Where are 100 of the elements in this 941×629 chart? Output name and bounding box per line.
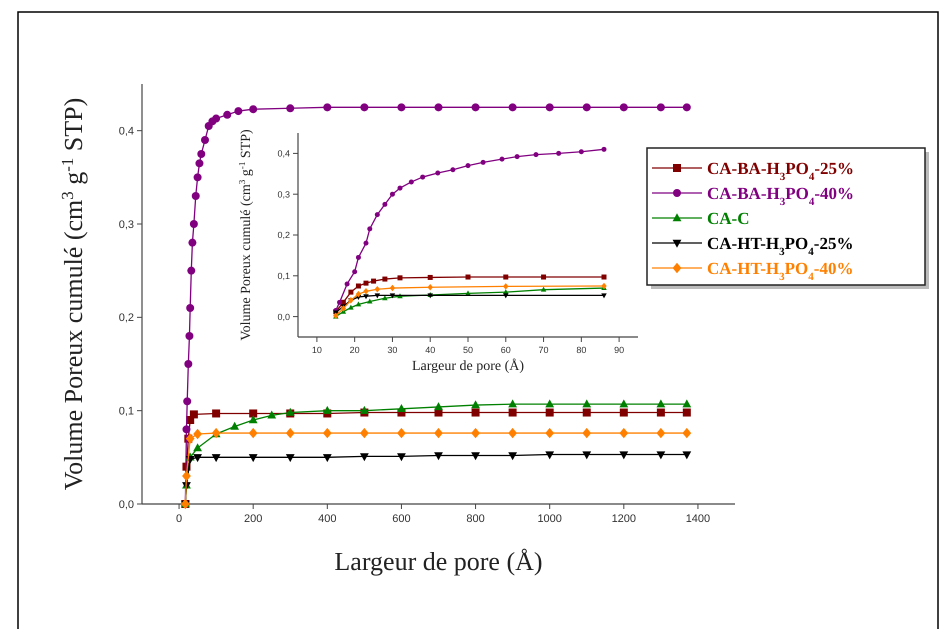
point (582, 428, 592, 438)
point (466, 274, 470, 280)
point (186, 304, 194, 312)
point (534, 152, 538, 158)
point (322, 454, 332, 462)
point (194, 173, 202, 182)
point (390, 293, 396, 298)
point (188, 238, 196, 247)
point (656, 103, 665, 112)
point (234, 107, 242, 116)
point (656, 451, 666, 460)
x-tick-label: 1200 (612, 513, 636, 525)
point (374, 293, 380, 298)
x-axis-title: Largeur de pore (Å) (334, 547, 543, 576)
point (601, 293, 607, 298)
point (466, 163, 470, 168)
y-tick-label: 0,2 (277, 230, 290, 240)
point (428, 274, 433, 280)
point (371, 278, 376, 284)
point (578, 149, 584, 154)
point (364, 280, 368, 286)
point (248, 428, 258, 438)
x-tick-label: 30 (387, 345, 398, 355)
point (195, 159, 204, 168)
y-tick-label: 0,4 (277, 148, 290, 159)
point (619, 451, 628, 460)
point (230, 422, 240, 430)
point (364, 240, 368, 246)
y-tick-label: 0,3 (277, 189, 290, 200)
x-tick-label: 10 (312, 345, 322, 355)
legend-label: CA-HT-H$_{3}$PO$_{4}$-25% (707, 234, 854, 258)
point (223, 110, 232, 119)
point (503, 283, 509, 290)
legend-label: CA-C (707, 209, 750, 228)
point (503, 274, 508, 280)
point (185, 332, 194, 340)
x-tick-label: 60 (500, 345, 511, 355)
legend-label: CA-HT-H$_{3}$PO$_{4}$-40% (707, 259, 854, 283)
x-tick-label: 20 (350, 345, 360, 355)
point (183, 397, 192, 406)
point (619, 399, 628, 408)
point (602, 274, 606, 280)
point (197, 150, 206, 158)
point (408, 179, 414, 184)
y-tick-label: 0,0 (277, 312, 290, 322)
point (427, 284, 433, 290)
y-tick-label: 0,1 (118, 406, 134, 418)
point (398, 186, 402, 191)
point (682, 408, 691, 417)
y-tick-label: 0,1 (277, 270, 290, 281)
point (382, 276, 388, 282)
point (390, 284, 396, 292)
point (193, 443, 202, 452)
point (546, 408, 554, 417)
y-tick-label: 0,3 (118, 218, 134, 231)
point (367, 298, 373, 304)
x-tick-label: 400 (318, 513, 336, 525)
x-tick-label: 0 (176, 513, 182, 525)
point (514, 154, 520, 160)
point (471, 400, 480, 408)
point (420, 174, 426, 180)
point (340, 305, 346, 312)
point (508, 103, 517, 112)
point (545, 399, 554, 408)
point (602, 146, 606, 152)
point (367, 226, 372, 232)
point (434, 103, 442, 112)
x-tick-label: 80 (576, 345, 586, 355)
point (682, 451, 692, 460)
point (545, 428, 554, 438)
point (480, 160, 486, 165)
point (682, 399, 692, 408)
legend-label: CA-BA-H$_{3}$PO$_{4}$-25% (707, 159, 854, 183)
point (656, 408, 665, 417)
point (267, 410, 276, 419)
point (620, 103, 628, 112)
point (212, 409, 220, 418)
point (248, 454, 258, 462)
point (382, 202, 388, 207)
point (360, 103, 368, 112)
point (397, 453, 406, 462)
x-axis-title: Largeur de pore (Å) (412, 358, 524, 374)
point (471, 428, 480, 438)
point (656, 399, 666, 408)
point (192, 192, 200, 200)
point (348, 290, 354, 295)
point (471, 452, 480, 460)
point (249, 105, 258, 114)
legend-label: CA-BA-H$_{3}$PO$_{4}$-40% (707, 184, 854, 208)
point (322, 406, 332, 414)
point (601, 282, 607, 290)
point (286, 104, 294, 112)
point (193, 428, 202, 440)
point (434, 428, 443, 438)
x-tick-label: 200 (244, 513, 262, 525)
point (682, 103, 691, 112)
point (212, 454, 221, 462)
point (656, 428, 666, 438)
x-tick-label: 600 (392, 513, 411, 525)
point (582, 408, 591, 417)
